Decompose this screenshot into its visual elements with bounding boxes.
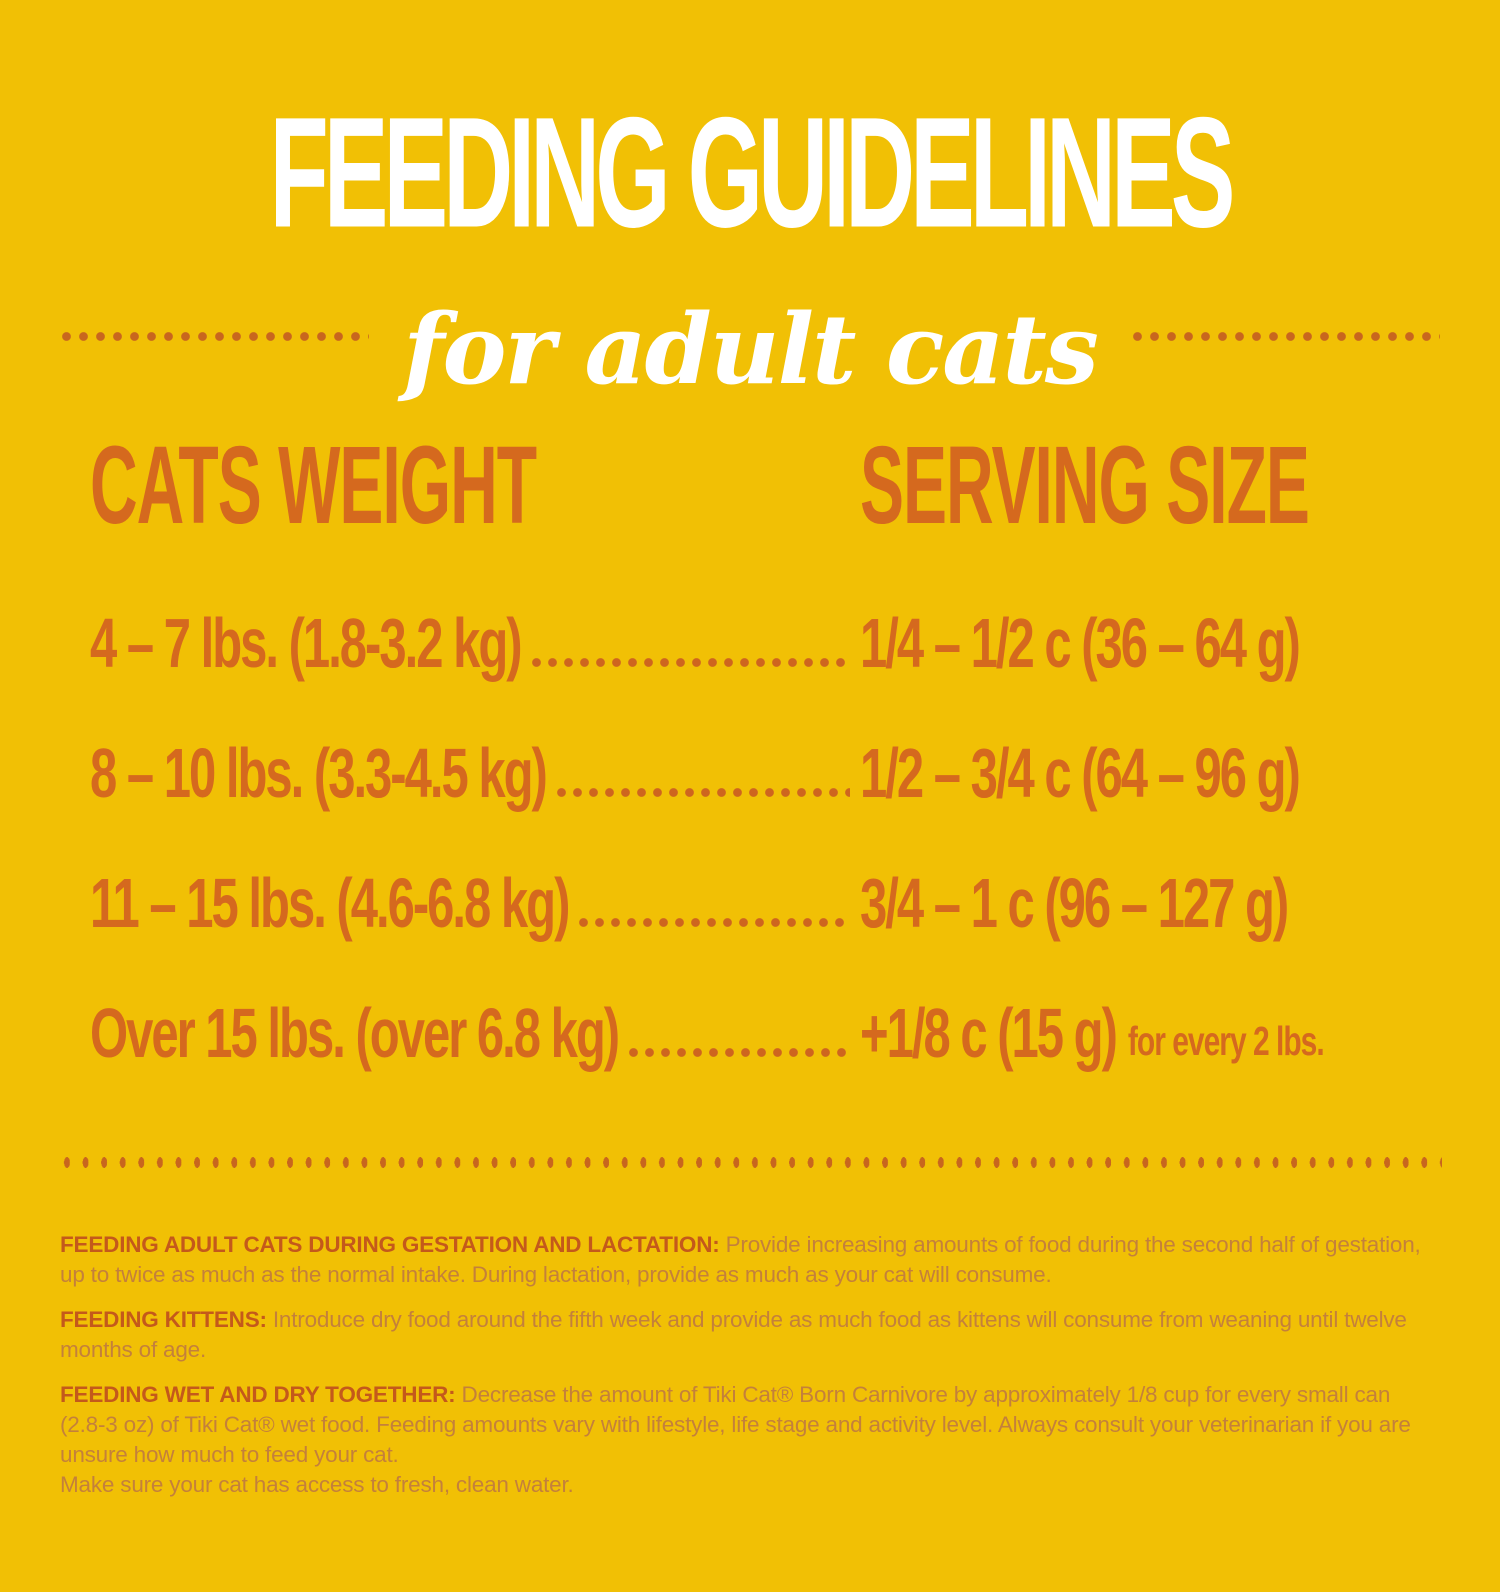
serving-note: for every 2 lbs.	[1127, 1019, 1325, 1065]
feeding-guidelines-panel: FEEDING GUIDELINES for adult cats CATS W…	[0, 83, 1500, 1592]
weight-value: 4 – 7 lbs. (1.8-3.2 kg)	[90, 605, 523, 683]
page-title: FEEDING GUIDELINES	[269, 83, 1236, 261]
weight-value: Over 15 lbs. (over 6.8 kg)	[90, 995, 620, 1073]
note-text-line2: Make sure your cat has access to fresh, …	[60, 1472, 574, 1497]
column-header-cats-weight-cell: CATS WEIGHT	[90, 422, 860, 560]
serving-value: +1/8 c (15 g)	[860, 995, 1118, 1073]
dotted-divider	[58, 1155, 1442, 1170]
note-text: Introduce dry food around the fifth week…	[60, 1307, 1407, 1362]
table-row: Over 15 lbs. (over 6.8 kg) +1/8 c (15 g)…	[90, 996, 1440, 1077]
dot-leader	[555, 787, 850, 798]
weight-cell: 11 – 15 lbs. (4.6-6.8 kg)	[90, 866, 860, 943]
column-header-serving-size: SERVING SIZE	[860, 422, 1310, 547]
weight-value: 8 – 10 lbs. (3.3-4.5 kg)	[90, 735, 548, 813]
table-row: 4 – 7 lbs. (1.8-3.2 kg) 1/4 – 1/2 c (36 …	[90, 606, 1440, 683]
weight-value: 11 – 15 lbs. (4.6-6.8 kg)	[90, 865, 570, 943]
serving-value: 1/4 – 1/2 c (36 – 64 g)	[860, 605, 1301, 683]
column-header-serving-size-cell: SERVING SIZE	[860, 422, 1440, 560]
table-row: 8 – 10 lbs. (3.3-4.5 kg) 1/2 – 3/4 c (64…	[90, 736, 1440, 813]
serving-value: 1/2 – 3/4 c (64 – 96 g)	[860, 735, 1301, 813]
note-label: FEEDING ADULT CATS DURING GESTATION AND …	[60, 1232, 720, 1257]
note-label: FEEDING WET AND DRY TOGETHER:	[60, 1382, 456, 1407]
feeding-table: 4 – 7 lbs. (1.8-3.2 kg) 1/4 – 1/2 c (36 …	[90, 606, 1440, 1077]
note-label: FEEDING KITTENS:	[60, 1307, 267, 1332]
header: FEEDING GUIDELINES	[0, 83, 1500, 272]
dotted-line-left	[60, 330, 370, 343]
dot-leader	[628, 1047, 850, 1058]
serving-value: 3/4 – 1 c (96 – 127 g)	[860, 865, 1289, 943]
note-text: Decrease the amount of Tiki Cat® Born Ca…	[60, 1382, 1411, 1467]
dot-leader	[578, 917, 850, 928]
serving-cell: 1/4 – 1/2 c (36 – 64 g)	[860, 606, 1440, 683]
column-header-cats-weight: CATS WEIGHT	[90, 422, 537, 547]
note-wet-and-dry: FEEDING WET AND DRY TOGETHER: Decrease t…	[60, 1380, 1440, 1500]
weight-cell: 8 – 10 lbs. (3.3-4.5 kg)	[90, 736, 860, 813]
footer-notes: FEEDING ADULT CATS DURING GESTATION AND …	[60, 1230, 1440, 1500]
table-header-row: CATS WEIGHT SERVING SIZE	[90, 422, 1440, 560]
subtitle-row: for adult cats	[60, 290, 1441, 410]
note-kittens: FEEDING KITTENS: Introduce dry food arou…	[60, 1305, 1440, 1365]
dotted-line-right	[1130, 330, 1441, 343]
weight-cell: 4 – 7 lbs. (1.8-3.2 kg)	[90, 606, 860, 683]
dot-leader	[530, 657, 850, 668]
weight-cell: Over 15 lbs. (over 6.8 kg)	[90, 996, 860, 1073]
serving-cell: 1/2 – 3/4 c (64 – 96 g)	[860, 736, 1440, 813]
note-gestation-lactation: FEEDING ADULT CATS DURING GESTATION AND …	[60, 1230, 1440, 1290]
table-row: 11 – 15 lbs. (4.6-6.8 kg) 3/4 – 1 c (96 …	[90, 866, 1440, 943]
serving-cell: 3/4 – 1 c (96 – 127 g)	[860, 866, 1440, 943]
serving-cell: +1/8 c (15 g) for every 2 lbs.	[860, 996, 1440, 1077]
subtitle-script: for adult cats	[403, 293, 1099, 406]
note-text: Provide increasing amounts of food durin…	[60, 1232, 1421, 1287]
